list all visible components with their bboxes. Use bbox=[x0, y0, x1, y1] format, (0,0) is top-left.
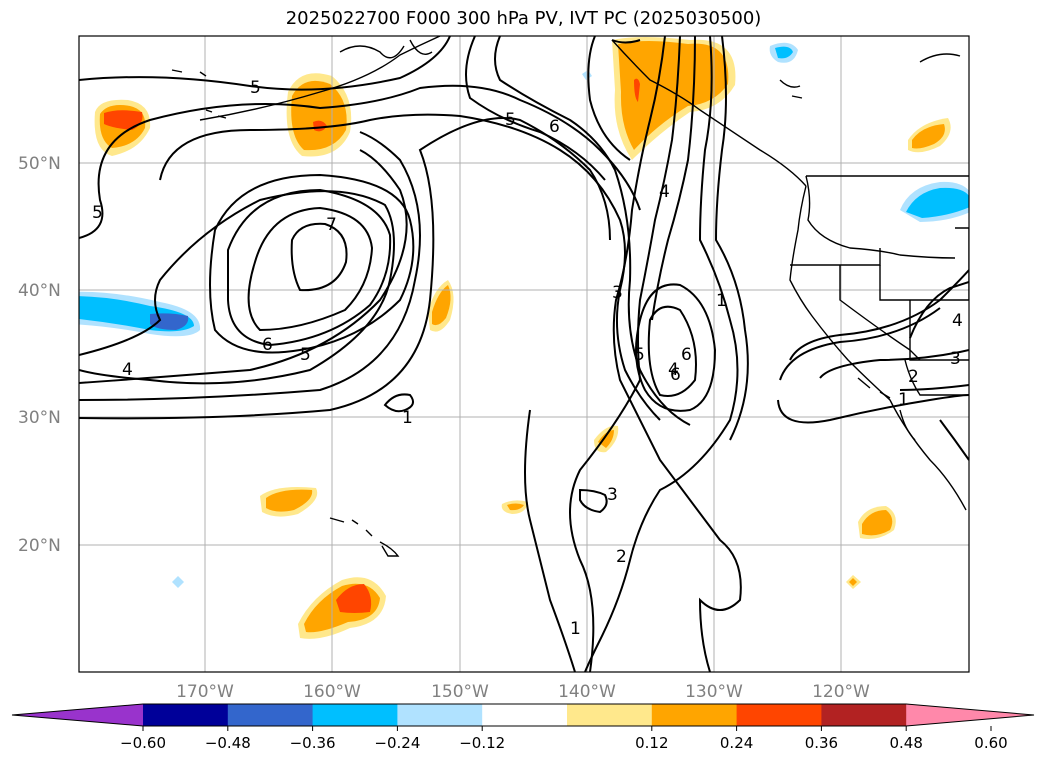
lat-label: 30°N bbox=[18, 408, 61, 428]
colorbar-tick-label: −0.24 bbox=[374, 734, 420, 752]
colorbar-segment bbox=[651, 704, 738, 726]
colorbar-tick-label: 0.12 bbox=[635, 734, 668, 752]
shade-blob bbox=[862, 510, 893, 536]
shade-blob bbox=[598, 430, 614, 448]
contour-label: 5 bbox=[250, 78, 261, 98]
contour-label: 1 bbox=[898, 390, 909, 410]
contour-label: 6 bbox=[670, 365, 681, 385]
colorbar-segment bbox=[397, 704, 483, 726]
colorbar-segment bbox=[227, 704, 314, 726]
shade-blob bbox=[432, 285, 451, 326]
shade-blob bbox=[507, 503, 524, 511]
contour-label: 4 bbox=[659, 182, 670, 202]
colorbar-segment bbox=[482, 704, 568, 726]
ivt-contours bbox=[79, 36, 969, 672]
contour-label: 5 bbox=[92, 203, 103, 223]
colorbar-segment bbox=[821, 704, 907, 726]
contour-label: 3 bbox=[950, 349, 961, 369]
lon-label: 140°W bbox=[558, 682, 616, 702]
contour-label: 4 bbox=[952, 311, 963, 331]
colorbar-extend-min bbox=[12, 704, 143, 726]
graticule bbox=[79, 36, 969, 672]
lon-label: 130°W bbox=[685, 682, 743, 702]
colorbar-extend-max bbox=[906, 704, 1034, 726]
contour-label: 1 bbox=[716, 291, 727, 311]
colorbar: −0.60 −0.48 −0.36 −0.24 −0.12 0.12 0.24 0.36 0.4… bbox=[11, 703, 1035, 752]
lat-label: 50°N bbox=[18, 154, 61, 174]
colorbar-segment bbox=[312, 704, 398, 726]
colorbar-tick-label: −0.36 bbox=[290, 734, 336, 752]
contour-label: 6 bbox=[681, 345, 692, 365]
shade-blob bbox=[618, 41, 729, 150]
contour-label: 3 bbox=[607, 485, 618, 505]
colorbar-tick-label: −0.12 bbox=[459, 734, 505, 752]
lon-label: 160°W bbox=[303, 682, 361, 702]
colorbar-segment bbox=[736, 704, 822, 726]
shade-blob bbox=[906, 187, 969, 218]
contour-label: 7 bbox=[326, 215, 337, 235]
contour-label: 6 bbox=[549, 117, 560, 137]
contour-label: 1 bbox=[402, 408, 413, 428]
contour-label: 5 bbox=[634, 345, 645, 365]
shade-blob bbox=[849, 578, 857, 586]
colorbar-tick-label: −0.48 bbox=[205, 734, 251, 752]
contour-label: 1 bbox=[570, 619, 581, 639]
colorbar-tick-label: −0.60 bbox=[120, 734, 166, 752]
colorbar-tick-label: 0.60 bbox=[974, 734, 1007, 752]
shade-blob bbox=[634, 78, 640, 102]
shade-blob bbox=[775, 46, 793, 59]
shade-blob bbox=[266, 489, 313, 512]
contour-label: 5 bbox=[300, 345, 311, 365]
lat-label: 40°N bbox=[18, 281, 61, 301]
contour-label: 6 bbox=[262, 335, 273, 355]
map-frame bbox=[78, 35, 970, 673]
shade-blob bbox=[291, 80, 347, 151]
colorbar-segment bbox=[143, 704, 229, 726]
pv-shading bbox=[79, 37, 969, 639]
colorbar-tick-label: 0.48 bbox=[889, 734, 922, 752]
colorbar-tick-label: 0.36 bbox=[805, 734, 838, 752]
shade-blob bbox=[104, 110, 143, 130]
shade-blob bbox=[172, 576, 184, 588]
colorbar-segment bbox=[567, 704, 653, 726]
lon-label: 150°W bbox=[431, 682, 489, 702]
contour-label: 4 bbox=[668, 360, 679, 380]
lon-label: 120°W bbox=[812, 682, 870, 702]
colorbar-tick-label: 0.24 bbox=[720, 734, 753, 752]
latitude-labels: 50°N 40°N 30°N 20°N bbox=[18, 154, 61, 556]
contour-label: 2 bbox=[908, 367, 919, 387]
contour-label: 3 bbox=[612, 283, 623, 303]
contour-label: 2 bbox=[616, 547, 627, 567]
contour-label: 4 bbox=[122, 360, 133, 380]
shade-blob bbox=[912, 124, 945, 149]
longitude-labels: 170°W 160°W 150°W 140°W 130°W 120°W bbox=[176, 682, 870, 702]
lon-label: 170°W bbox=[176, 682, 234, 702]
map-content: 5 5 6 7 6 5 4 1 5 6 4 3 5 6 4 1 3 2 1 2 bbox=[79, 36, 969, 672]
figure-title: 2025022700 F000 300 hPa PV, IVT PC (2025… bbox=[285, 8, 762, 29]
lat-label: 20°N bbox=[18, 536, 61, 556]
contour-label: 5 bbox=[505, 110, 516, 130]
coastlines bbox=[171, 36, 969, 557]
shade-blob bbox=[336, 584, 372, 613]
contour-labels: 5 5 6 7 6 5 4 1 5 6 4 3 5 6 4 1 3 2 1 2 bbox=[92, 78, 963, 639]
